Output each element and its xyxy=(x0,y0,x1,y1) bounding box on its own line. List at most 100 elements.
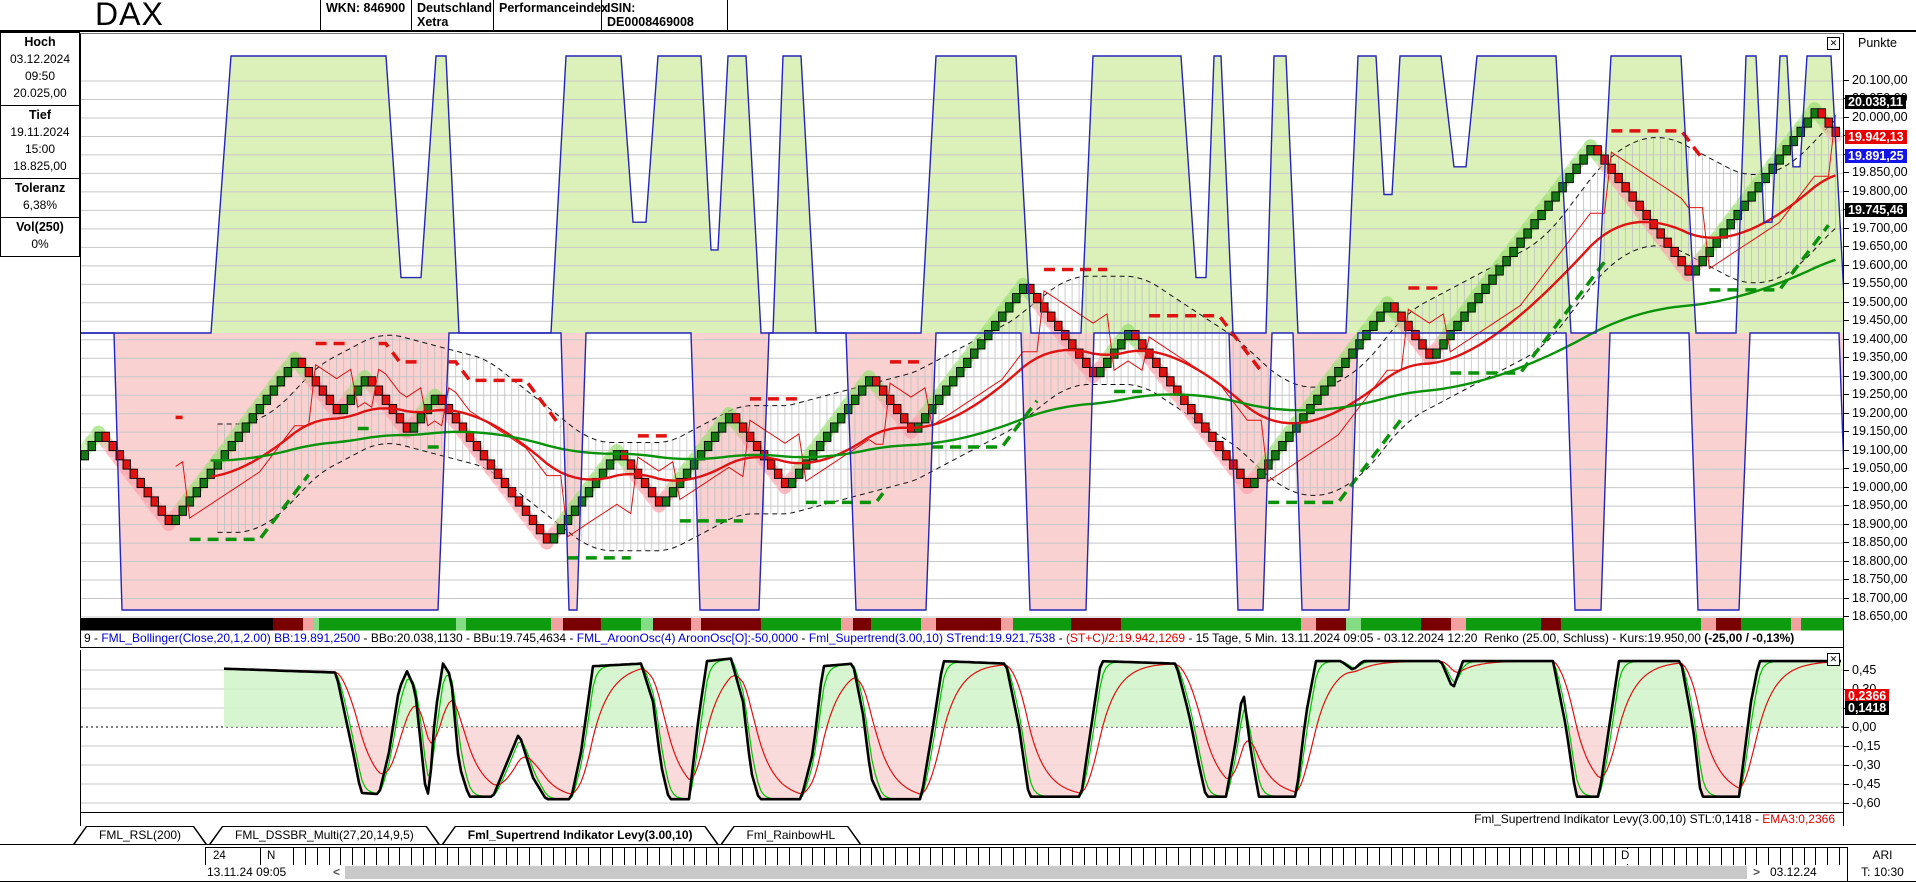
indicator-tab-1[interactable]: FML_RSL(200) xyxy=(73,826,207,844)
price-axis-tick xyxy=(1844,412,1849,414)
timeline-tick xyxy=(1756,848,1758,865)
price-axis-label: 19.150,00 xyxy=(1852,424,1908,439)
timeline-tick xyxy=(1272,848,1274,865)
timeline-tick xyxy=(1791,848,1793,865)
indicator-tab-label: Fml_RainbowHL xyxy=(746,828,836,842)
timeline-label-n: N xyxy=(265,849,278,864)
timeline-tick xyxy=(954,848,955,865)
indicator-axis-tick xyxy=(1844,669,1849,671)
status-line: 9 - FML_Bollinger(Close,20,1,2.00) BB:19… xyxy=(80,631,1843,648)
main-chart-pane[interactable]: ✕ xyxy=(80,33,1844,632)
timeline-tick xyxy=(482,848,483,865)
timeline-label-24: 24 xyxy=(211,849,228,864)
price-axis-tick xyxy=(1844,116,1849,118)
timeline-tick xyxy=(1166,848,1168,865)
timeline-tick xyxy=(552,848,554,865)
indicator-canvas[interactable] xyxy=(81,650,1844,812)
timeline-tick xyxy=(1414,848,1416,865)
tief-time: 15:00 xyxy=(24,142,56,156)
price-axis-tick xyxy=(1844,431,1849,433)
timeline-end-date: 03.12.24 12:20 xyxy=(1770,865,1817,882)
price-axis-label: 20.100,00 xyxy=(1852,73,1908,87)
timeline-tick xyxy=(1685,848,1687,865)
price-axis-tick xyxy=(1844,357,1849,359)
price-axis-tick xyxy=(1844,246,1849,248)
main-chart-canvas[interactable] xyxy=(81,34,1844,631)
price-axis-unit: Punkte xyxy=(1858,36,1897,50)
scrollbar-track[interactable] xyxy=(345,866,1747,879)
indicator-tab-2[interactable]: FML_DSSBR_Multi(27,20,14,9,5) xyxy=(209,826,440,844)
timeline-tick xyxy=(470,848,472,865)
price-axis-tick xyxy=(1844,264,1849,266)
price-axis-label: 19.350,00 xyxy=(1852,350,1908,365)
timeline-tick xyxy=(1591,848,1593,865)
price-axis-label: 20.000,00 xyxy=(1852,109,1908,124)
timeline-tick xyxy=(1803,848,1805,865)
timeline-tick xyxy=(753,848,755,865)
timeline-tick xyxy=(1013,848,1014,865)
timeline-tick xyxy=(788,848,790,865)
indicator-tabs: FML_RSL(200) FML_DSSBR_Multi(27,20,14,9,5… xyxy=(0,826,1916,845)
timeline-tick xyxy=(800,848,802,865)
hoch-value: 20.025,00 xyxy=(13,86,67,100)
price-axis-label: 19.500,00 xyxy=(1852,294,1908,309)
indicator-axis-label: -0,60 xyxy=(1852,796,1881,811)
header-exchange: Xetra xyxy=(417,15,449,29)
indicator-pane[interactable]: ✕ xyxy=(80,650,1844,813)
indicator-footer-run: EMA3:0,2366 xyxy=(1762,812,1835,826)
status-text-run: (ST+C)/2:19.942,1269 xyxy=(1065,631,1186,645)
toleranz-value: 6,38% xyxy=(22,198,58,212)
timeline-tick xyxy=(765,848,767,865)
timeline-tick xyxy=(682,848,684,865)
scroll-left-arrow[interactable]: < xyxy=(333,865,341,879)
timeline-tick xyxy=(1461,848,1463,865)
scroll-right-arrow[interactable]: > xyxy=(1753,865,1761,879)
price-axis-label: 19.700,00 xyxy=(1852,220,1908,235)
timeline-tick xyxy=(1768,848,1770,865)
timeline-tick xyxy=(1662,848,1663,865)
timeline-tick xyxy=(434,848,436,865)
status-text-run: - xyxy=(1055,631,1066,645)
timeline-tick xyxy=(1732,848,1734,865)
timeline-tick xyxy=(1544,848,1545,865)
price-axis-tick xyxy=(1844,542,1849,544)
timeline-tick xyxy=(505,848,507,865)
tief-box: Tief 19.11.2024 15:00 18.825,00 xyxy=(0,105,80,179)
tief-date: 19.11.2024 xyxy=(10,125,70,139)
price-axis-tick xyxy=(1844,301,1849,303)
timeline-tick xyxy=(989,848,991,865)
timeline-tick xyxy=(647,848,649,865)
timeline-tick xyxy=(623,848,625,865)
timeline-tick xyxy=(1744,848,1746,865)
timeline-tick xyxy=(1119,848,1121,865)
close-icon[interactable]: ✕ xyxy=(1827,653,1840,666)
price-axis-tick xyxy=(1844,80,1849,81)
timeline-tick xyxy=(1060,848,1062,865)
timeline-tick xyxy=(1343,848,1345,865)
indicator-tab-label: FML_RSL(200) xyxy=(99,828,182,842)
timeline-start-date: 13.11.24 09:05 xyxy=(207,865,287,879)
indicator-marker: 0,1418 xyxy=(1845,701,1890,716)
timeline-tick xyxy=(576,848,578,865)
timeline-tick xyxy=(1378,848,1380,865)
price-axis-tick xyxy=(1844,468,1849,470)
timeline-tick xyxy=(1331,848,1333,865)
price-marker: 19.942,13 xyxy=(1845,130,1907,145)
timeline-tick xyxy=(1072,848,1073,865)
indicator-axis-label: 0,45 xyxy=(1852,662,1877,677)
indicator-tab-3[interactable]: Fml_Supertrend Indikator Levy(3.00,10) xyxy=(442,826,719,844)
timeline-tick xyxy=(1225,848,1227,865)
status-text-run: (-25,00 / -0,13%) xyxy=(1704,631,1795,645)
header-country: Deutschland xyxy=(417,1,493,15)
indicator-tab-4[interactable]: Fml_RainbowHL xyxy=(721,826,862,844)
timeline-tick xyxy=(942,848,944,865)
price-axis-tick xyxy=(1844,394,1849,396)
timeline-tick xyxy=(493,848,495,865)
status-text-run: - 15 Tage, 5 Min. 13.11.2024 09:05 - 03.… xyxy=(1185,631,1705,645)
timeline-ruler[interactable]: 24 N D xyxy=(205,847,1847,866)
timeline-tick xyxy=(1709,848,1711,865)
close-icon[interactable]: ✕ xyxy=(1827,37,1840,50)
indicator-axis-label: -0,15 xyxy=(1852,739,1881,753)
price-axis-label: 19.650,00 xyxy=(1852,239,1908,254)
